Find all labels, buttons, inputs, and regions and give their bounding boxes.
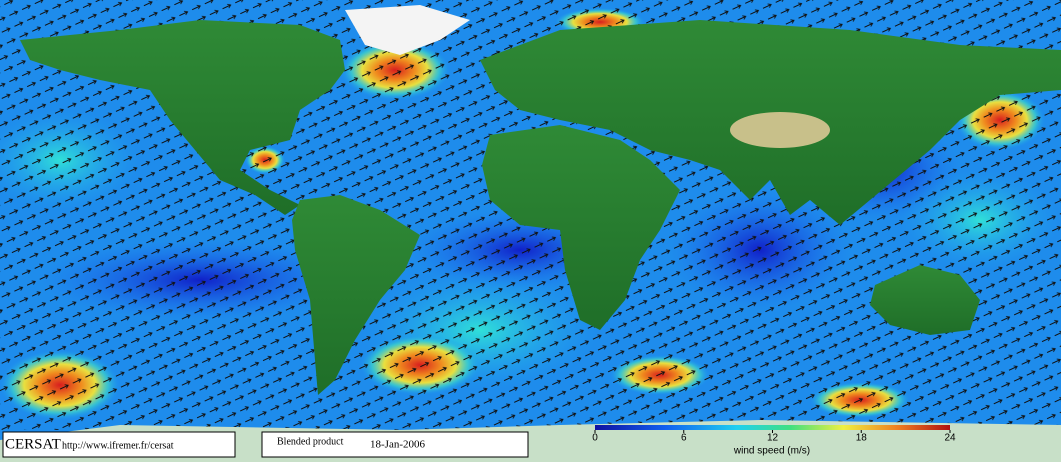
colorbar-tick-label: 24 — [944, 433, 956, 444]
colorbar-tick-label: 0 — [592, 433, 598, 444]
logo: CERSAT — [5, 436, 61, 452]
land — [0, 5, 1061, 462]
colorbar-tick-label: 18 — [856, 433, 868, 444]
footer-box — [261, 431, 529, 458]
footer-bar: CERSAT http://www.ifremer.fr/cersat Blen… — [2, 431, 529, 458]
colorbar-tick-label: 6 — [681, 433, 687, 444]
url: http://www.ifremer.fr/cersat — [62, 440, 174, 451]
date: 18-Jan-2006 — [370, 439, 425, 451]
colorbar-title: wind speed (m/s) — [733, 446, 810, 457]
product: Blended product — [277, 436, 344, 447]
colorbar: wind speed (m/s) 0 6 12 18 24 — [592, 425, 956, 457]
footer-box — [2, 431, 236, 458]
colorbar-ramp — [595, 425, 950, 430]
colorbar-tick-label: 12 — [767, 433, 779, 444]
